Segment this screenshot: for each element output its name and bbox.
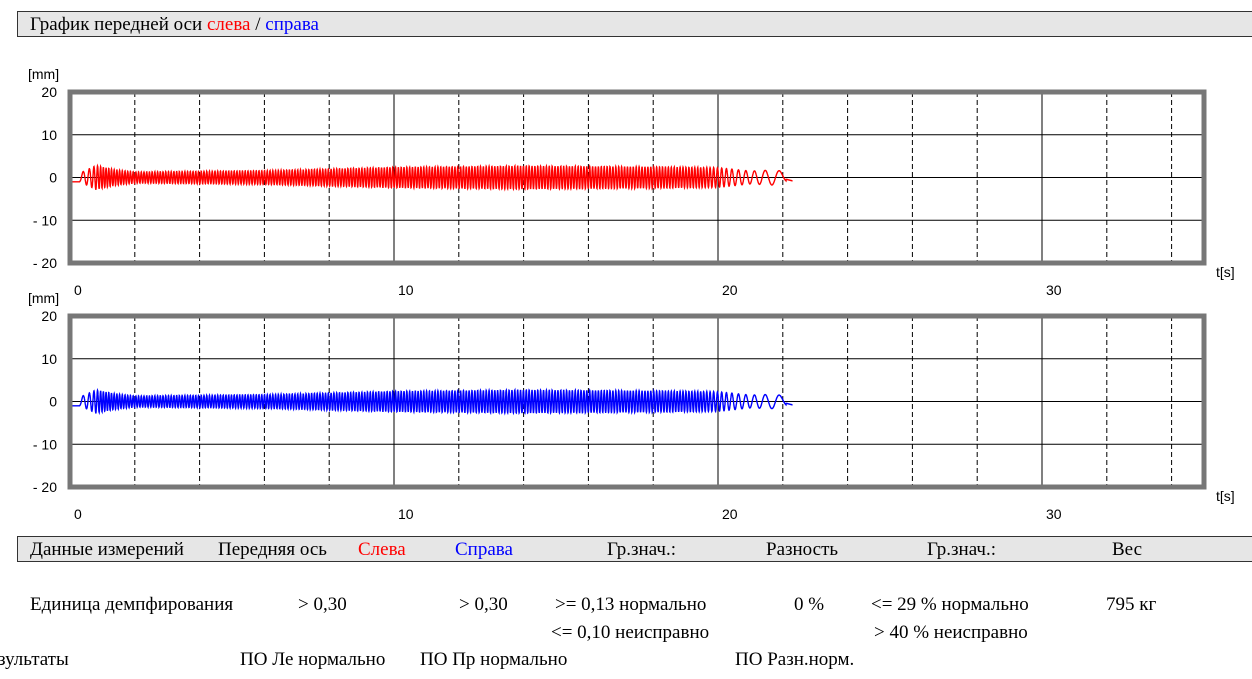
title-sep: / — [255, 14, 261, 35]
title-left: слева — [206, 14, 251, 35]
header-axle: Передняя ось — [218, 539, 327, 560]
x-tick-label: 20 — [722, 282, 738, 298]
row-weight: 795 кг — [1106, 594, 1157, 615]
x-axis-label: t[s] — [1216, 264, 1235, 280]
y-tick-label: 10 — [41, 127, 57, 143]
row-limit2-ok: <= 29 % нормально — [871, 594, 1029, 615]
y-tick-label: - 20 — [33, 479, 57, 495]
y-axis-label: [mm] — [28, 66, 59, 82]
title-text: График передней оси — [30, 14, 203, 35]
y-tick-label: - 20 — [33, 255, 57, 271]
y-tick-label: 0 — [49, 394, 57, 410]
row-left: > 0,30 — [298, 594, 347, 615]
row-limit1-ok: >= 0,13 нормально — [555, 594, 707, 615]
series-line-справа — [70, 387, 793, 416]
x-tick-label: 10 — [398, 282, 414, 298]
x-tick-label: 0 — [74, 506, 82, 522]
header-diff: Разность — [766, 539, 839, 560]
y-axis-label: [mm] — [28, 290, 59, 306]
row-limit1-bad: <= 0,10 неисправно — [551, 622, 710, 643]
y-tick-label: 20 — [41, 84, 57, 100]
results-right: ПО Пр нормально — [420, 649, 568, 670]
plot-frame — [67, 313, 1207, 490]
header-data: Данные измерений — [30, 539, 184, 560]
series-line-слева — [70, 163, 793, 192]
header-weight: Вес — [1112, 539, 1143, 560]
y-tick-label: 0 — [49, 170, 57, 186]
results-diff: ПО Разн.норм. — [735, 649, 855, 670]
row-limit2-bad: > 40 % неисправно — [874, 622, 1028, 643]
header-left: Слева — [358, 539, 406, 560]
plot-frame — [67, 89, 1207, 266]
y-tick-label: - 10 — [33, 212, 57, 228]
x-tick-label: 10 — [398, 506, 414, 522]
x-axis-label: t[s] — [1216, 488, 1235, 504]
charts: 20 10 0 - 10 - 20 0 10 20 30 [mm] t[s] 20 10 0 - 10 - 2… — [28, 66, 1235, 522]
header-right: Справа — [455, 539, 513, 560]
results-label: зультаты — [0, 649, 69, 670]
row-label: Единица демпфирования — [30, 594, 234, 615]
results-left: ПО Ле нормально — [240, 649, 386, 670]
x-tick-label: 20 — [722, 506, 738, 522]
y-tick-label: 20 — [41, 308, 57, 324]
row-right: > 0,30 — [459, 594, 508, 615]
chart-title-bar: График передней оси слева / справа — [17, 11, 1252, 37]
x-tick-label: 30 — [1046, 282, 1062, 298]
y-tick-label: - 10 — [33, 436, 57, 452]
measurement-header-bar: Данные измерений Передняя ось Слева Спра… — [17, 536, 1252, 562]
header-limit1: Гр.знач.: — [607, 539, 676, 560]
x-tick-label: 0 — [74, 282, 82, 298]
y-tick-label: 10 — [41, 351, 57, 367]
row-diff: 0 % — [794, 594, 825, 615]
chart-title: График передней оси слева / справа — [30, 12, 319, 37]
title-right: справа — [265, 14, 319, 35]
header-limit2: Гр.знач.: — [927, 539, 996, 560]
x-tick-label: 30 — [1046, 506, 1062, 522]
